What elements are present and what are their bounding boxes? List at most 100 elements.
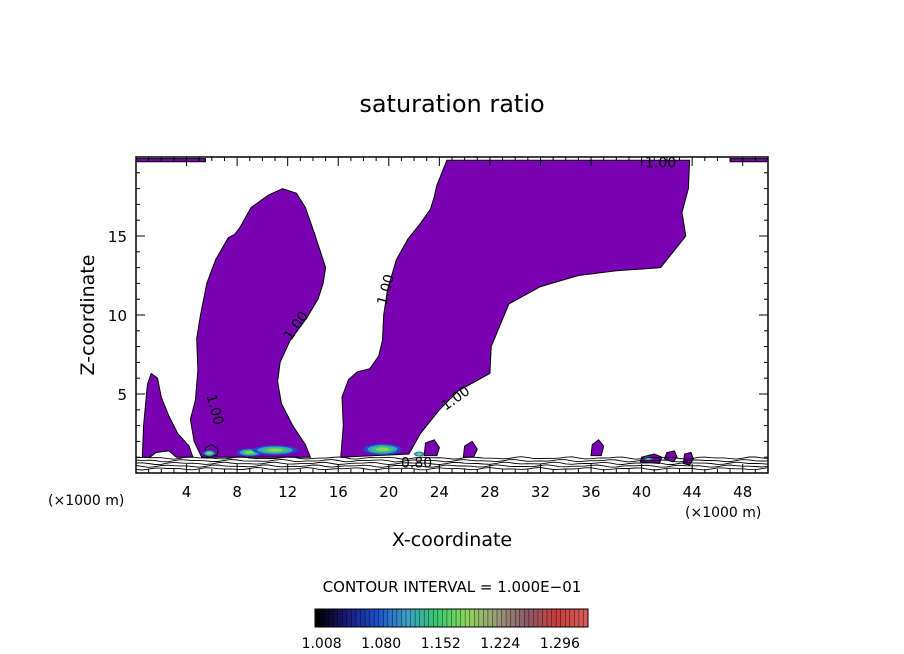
x-tick-label: 12 bbox=[278, 483, 297, 501]
colorbar-swatch bbox=[465, 609, 471, 627]
colorbar-swatch bbox=[515, 609, 521, 627]
colorbar-swatch bbox=[369, 609, 375, 627]
colorbar-swatch bbox=[428, 609, 434, 627]
x-tick-label: 16 bbox=[329, 483, 348, 501]
region-top-left-strip bbox=[136, 158, 206, 163]
hot-cell bbox=[267, 448, 283, 452]
colorbar-swatch bbox=[342, 609, 348, 627]
colorbar-tick-label: 1.080 bbox=[361, 636, 401, 652]
y-tick-label: 15 bbox=[108, 228, 127, 246]
colorbar-frame bbox=[314, 608, 589, 628]
colorbar-swatch bbox=[556, 609, 562, 627]
colorbar-swatch bbox=[451, 609, 457, 627]
colorbar-swatch bbox=[365, 609, 370, 627]
x-tick-label: 8 bbox=[232, 483, 242, 501]
x-unit-right: (×1000 m) bbox=[685, 505, 761, 521]
colorbar-swatch bbox=[396, 609, 402, 627]
x-tick-label: 4 bbox=[182, 483, 192, 501]
region-cell-4 bbox=[590, 439, 605, 457]
hot-cell bbox=[376, 447, 389, 452]
colorbar-swatch bbox=[560, 609, 566, 627]
colorbar-swatch bbox=[415, 609, 421, 627]
region-left-main-plume bbox=[189, 188, 327, 458]
contour-labels: 1.001.001.001.001.000.80 bbox=[203, 155, 677, 471]
x-tick-label: 36 bbox=[581, 483, 600, 501]
colorbar-swatch bbox=[483, 609, 489, 627]
colorbar-swatch bbox=[442, 609, 448, 627]
region-cell-2 bbox=[423, 439, 440, 457]
colorbar-swatch bbox=[406, 609, 411, 627]
colorbar-title: CONTOUR INTERVAL = 1.000E−01 bbox=[323, 578, 582, 596]
colorbar-swatch bbox=[437, 609, 443, 627]
region-left-small-plume bbox=[141, 372, 194, 458]
x-axis-label: X-coordinate bbox=[392, 529, 512, 551]
low-contour-line bbox=[136, 461, 768, 466]
colorbar-swatch bbox=[374, 609, 380, 627]
colorbar-swatch bbox=[446, 609, 452, 627]
colorbar-swatch bbox=[378, 609, 384, 627]
colorbar-swatch bbox=[533, 609, 539, 627]
y-tick-label: 10 bbox=[108, 307, 127, 325]
colorbar-swatch bbox=[497, 609, 502, 627]
colorbar-swatch bbox=[328, 609, 334, 627]
colorbar-swatch bbox=[401, 609, 407, 627]
colorbar-swatch bbox=[387, 609, 393, 627]
colorbar-tick-label: 1.008 bbox=[302, 636, 342, 652]
colorbar-swatch bbox=[510, 609, 516, 627]
colorbar-swatch bbox=[478, 609, 484, 627]
colorbar-swatch bbox=[319, 609, 325, 627]
colorbar-swatch bbox=[360, 609, 366, 627]
colorbar-swatch bbox=[337, 609, 343, 627]
low-contour-line bbox=[136, 464, 768, 468]
colorbar-swatch bbox=[383, 609, 389, 627]
colorbar-swatch bbox=[487, 609, 493, 627]
colorbar-swatch bbox=[351, 609, 357, 627]
x-tick-label: 44 bbox=[683, 483, 702, 501]
colorbar-swatch bbox=[524, 609, 530, 627]
low-contour-line bbox=[136, 456, 768, 460]
y-axis-label: Z-coordinate bbox=[77, 255, 99, 376]
low-contour-line bbox=[136, 458, 768, 463]
low-level-contours bbox=[136, 456, 768, 471]
region-cell-3 bbox=[462, 440, 478, 458]
hot-cell bbox=[207, 452, 212, 455]
contour-label: 0.80 bbox=[401, 456, 432, 472]
colorbar-tick-label: 1.296 bbox=[540, 636, 580, 652]
region-top-right-strip bbox=[729, 158, 768, 163]
contour-label: 1.00 bbox=[375, 273, 399, 307]
colorbar-swatch bbox=[551, 609, 557, 627]
x-tick-label: 32 bbox=[531, 483, 550, 501]
y-tick-label: 5 bbox=[117, 386, 127, 404]
colorbar-swatch bbox=[419, 609, 425, 627]
chart-title: saturation ratio bbox=[359, 90, 544, 118]
colorbar-swatch bbox=[537, 609, 543, 627]
colorbar-swatch bbox=[506, 609, 512, 627]
colorbar-swatch bbox=[424, 609, 430, 627]
colorbar-swatch bbox=[333, 609, 339, 627]
colorbar-swatch bbox=[583, 609, 589, 627]
hot-cell bbox=[417, 453, 421, 456]
colorbar-swatch bbox=[542, 609, 548, 627]
x-tick-label: 40 bbox=[632, 483, 651, 501]
region-central-plume bbox=[340, 159, 691, 458]
colorbar-tick-label: 1.224 bbox=[480, 636, 520, 652]
contour-label: 1.00 bbox=[645, 155, 676, 171]
x-tick-label: 24 bbox=[430, 483, 449, 501]
colorbar-swatch bbox=[315, 609, 320, 627]
colorbar-swatch bbox=[346, 609, 352, 627]
x-unit-left: (×1000 m) bbox=[48, 493, 124, 509]
colorbar-swatch bbox=[492, 609, 498, 627]
colorbar-swatch bbox=[355, 609, 361, 627]
colorbar-swatch bbox=[578, 609, 584, 627]
colorbar-swatch bbox=[392, 609, 398, 627]
hot-cell bbox=[245, 451, 255, 454]
x-tick-label: 48 bbox=[733, 483, 752, 501]
colorbar-swatch bbox=[433, 609, 439, 627]
colorbar-swatch bbox=[574, 609, 580, 627]
saturated-regions bbox=[136, 158, 768, 466]
x-tick-label: 20 bbox=[379, 483, 398, 501]
colorbar-swatch bbox=[460, 609, 466, 627]
colorbar-swatch bbox=[474, 609, 480, 627]
low-contour-line bbox=[136, 467, 768, 471]
